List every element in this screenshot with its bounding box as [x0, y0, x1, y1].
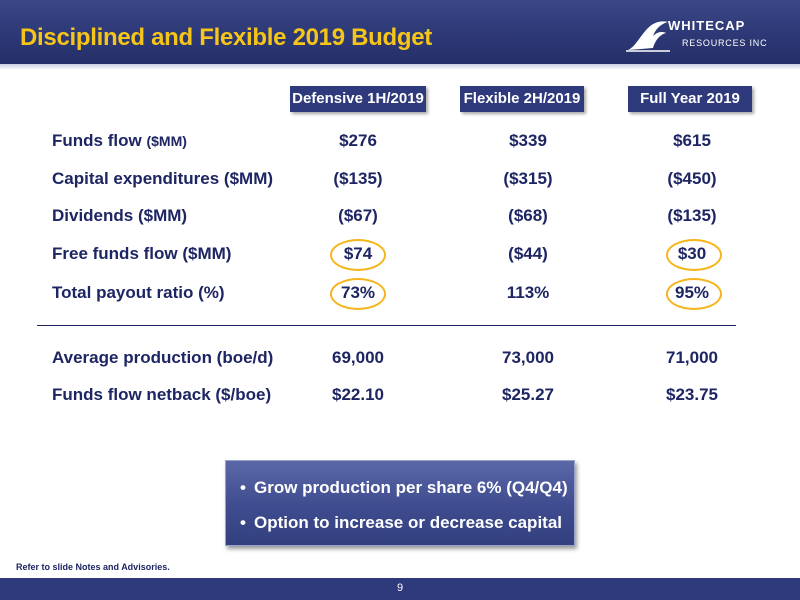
row-label-text: Funds flow: [52, 131, 142, 150]
logo-name: WHITECAP: [668, 18, 746, 33]
table-cell: $339: [509, 131, 547, 150]
table-cell: $23.75: [666, 385, 718, 404]
table-cell: ($315): [503, 169, 553, 188]
table-cell: ($135): [667, 206, 717, 225]
column-header-full-year: Full Year 2019: [628, 86, 752, 112]
table-cell: 113%: [506, 283, 550, 302]
column-header-defensive: Defensive 1H/2019: [290, 86, 426, 112]
table-cell: ($135): [333, 169, 383, 188]
row-label-free-funds-flow: Free funds flow ($MM): [52, 244, 232, 263]
wave-logo-icon: [626, 21, 670, 52]
page-number: 9: [396, 582, 404, 594]
table-cell: $30: [677, 244, 707, 263]
row-label-funds-flow: Funds flow ($MM): [52, 131, 187, 151]
highlight-ring: [666, 278, 722, 310]
highlight-ring: [330, 239, 386, 271]
row-label-average-production: Average production (boe/d): [52, 348, 274, 367]
table-cell: 69,000: [332, 348, 384, 367]
highlight-ring: [666, 239, 722, 271]
footnote: Refer to slide Notes and Advisories.: [16, 562, 170, 572]
row-label-payout-ratio: Total payout ratio (%): [52, 283, 225, 302]
table-cell: $276: [339, 131, 377, 150]
callout-bullet: • Grow production per share 6% (Q4/Q4): [240, 478, 568, 498]
slide-title: Disciplined and Flexible 2019 Budget: [20, 24, 432, 51]
column-header-flexible: Flexible 2H/2019: [460, 86, 584, 112]
table-cell: ($68): [508, 206, 548, 225]
row-label-funds-flow-netback: Funds flow netback ($/boe): [52, 385, 272, 404]
table-cell: ($67): [338, 206, 378, 225]
callout-bullet-text: Option to increase or decrease capital: [254, 513, 563, 532]
table-cell: 73%: [340, 283, 376, 302]
logo-subtitle: RESOURCES INC: [682, 38, 768, 48]
callout-bullet-text: Grow production per share 6% (Q4/Q4): [254, 478, 568, 497]
bullet-dot-icon: •: [240, 513, 246, 532]
table-cell: $615: [673, 131, 711, 150]
highlight-ring: [330, 278, 386, 310]
header-shadow: [0, 64, 800, 70]
row-label-capex: Capital expenditures ($MM): [52, 169, 274, 188]
table-cell: 73,000: [502, 348, 554, 367]
slide-header: Disciplined and Flexible 2019 Budget WHI…: [0, 0, 800, 64]
bullet-dot-icon: •: [240, 478, 246, 497]
table-cell: $22.10: [332, 385, 384, 404]
company-logo: WHITECAP RESOURCES INC: [626, 12, 786, 56]
row-label-unit: ($MM): [146, 133, 187, 149]
table-cell: ($450): [667, 169, 717, 188]
callout-box: • Grow production per share 6% (Q4/Q4) • O…: [225, 460, 575, 546]
row-label-dividends: Dividends ($MM): [52, 206, 188, 225]
table-cell: 95%: [674, 283, 710, 302]
table-cell: $25.27: [502, 385, 554, 404]
callout-bullet: • Option to increase or decrease capital: [240, 513, 562, 533]
table-divider: [37, 325, 736, 326]
slide-footer: 9: [0, 578, 800, 600]
table-cell: 71,000: [666, 348, 718, 367]
table-cell: $74: [343, 244, 373, 263]
table-cell: ($44): [508, 244, 548, 263]
